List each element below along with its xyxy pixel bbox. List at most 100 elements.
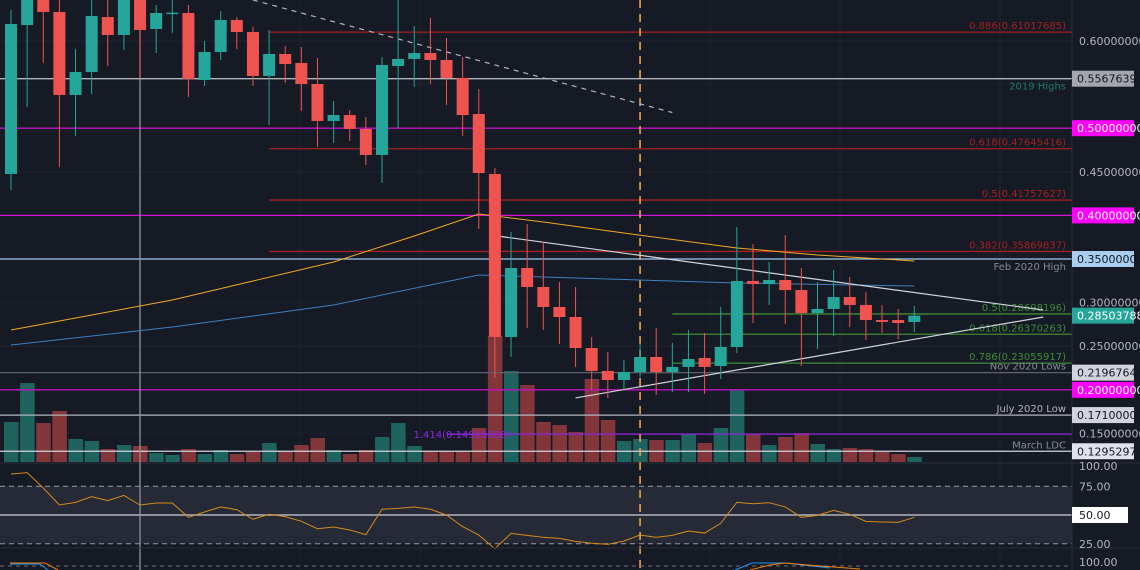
level-label: 0.886(0.61017685) — [969, 21, 1066, 32]
price-tick-label: 0.60000000 — [1079, 35, 1140, 48]
candle-down — [182, 13, 195, 80]
candle-up — [505, 267, 518, 337]
orange-ma — [10, 213, 915, 331]
volume-bar — [536, 422, 551, 462]
volume-bar — [471, 428, 487, 462]
candle-up — [5, 23, 17, 174]
candle-up — [811, 308, 824, 313]
volume-bar — [100, 449, 116, 462]
price-label-box — [1072, 120, 1134, 137]
level-label: 0.5(0.41757627) — [982, 189, 1066, 200]
volume-bar — [358, 450, 374, 462]
volume-bar — [504, 371, 519, 462]
price-axis[interactable]: 100.00 100.00 0.60000000 0.45000000 0.3000… — [1071, 0, 1140, 570]
volume-bar — [681, 434, 696, 462]
candle-down — [892, 320, 905, 324]
volume-bar — [520, 385, 535, 462]
volume-bar — [36, 423, 51, 462]
candle-up — [327, 115, 340, 121]
level-label: 0.5(0.28698196) — [982, 303, 1066, 314]
candle-down — [456, 77, 469, 116]
level-label: July 2020 Low — [996, 404, 1066, 415]
rsi-label-box — [1072, 507, 1128, 523]
candle-down — [601, 370, 614, 381]
volume-bar — [907, 457, 922, 462]
volume-bar — [374, 437, 390, 462]
candle-up — [666, 366, 679, 373]
volume-bar — [116, 445, 132, 462]
vertical-lines — [139, 0, 641, 570]
candles — [5, 0, 921, 398]
candle-down — [359, 128, 372, 155]
rsi-axis-label: 25.00 — [1079, 538, 1111, 551]
trendlines — [252, 0, 1044, 399]
candle-up — [730, 280, 743, 347]
candle-up — [214, 19, 227, 52]
volume-bar — [229, 454, 245, 462]
candle-down — [279, 53, 292, 65]
candle-up — [634, 357, 647, 373]
lower-pane-line-orange-2 — [749, 562, 861, 570]
price-axis-background — [1072, 0, 1140, 570]
price-label-text: 0.20000000 — [1077, 384, 1140, 397]
candle-up — [85, 15, 98, 73]
lower-pane-line-blue — [10, 563, 49, 570]
candle-up — [198, 51, 211, 80]
candle-up — [150, 13, 163, 29]
volume-bars — [4, 336, 922, 462]
level-label: 0.618(0.47645416) — [969, 138, 1066, 149]
volume-bar — [52, 411, 67, 462]
price-tick-label: 0.15000000 — [1079, 427, 1140, 440]
volume-bar — [713, 428, 729, 462]
price-label-box — [1072, 207, 1134, 224]
price-label-box — [1072, 70, 1134, 87]
candle-down — [698, 357, 711, 367]
candle-up — [408, 53, 421, 59]
candle-up — [69, 72, 82, 95]
volume-bar — [697, 443, 713, 462]
candle-down — [521, 267, 534, 287]
candle-down — [843, 297, 856, 305]
candle-down — [440, 60, 453, 78]
volume-bar — [875, 452, 890, 462]
candle-down — [569, 316, 582, 349]
volume-bar — [568, 432, 584, 462]
candle-down — [553, 306, 566, 317]
candle-up — [714, 346, 727, 366]
candle-up — [21, 0, 34, 26]
candle-down — [343, 115, 356, 129]
price-label-text: 0.50000000 — [1077, 122, 1140, 135]
volume-bar — [745, 434, 761, 462]
candle-down — [746, 280, 759, 285]
candle-up — [617, 372, 630, 381]
rsi-axis-label: 75.00 — [1079, 480, 1111, 493]
candle-down — [37, 0, 50, 12]
level-label: Feb 2020 High — [994, 262, 1067, 273]
level-label: 1.414(0.14918560) — [414, 430, 511, 441]
rsi-pane — [0, 472, 1072, 550]
volume-bar — [20, 383, 35, 462]
lower-pane-line-orange — [10, 562, 59, 570]
volume-bar — [826, 449, 842, 462]
candle-down — [134, 0, 147, 31]
volume-bar — [439, 451, 455, 462]
volume-bar — [294, 445, 309, 462]
volume-bar — [213, 450, 229, 462]
volume-bar — [68, 439, 84, 462]
lower-pane-line-blue-2 — [734, 562, 831, 570]
triangle-lower — [575, 316, 1044, 399]
volume-bar — [600, 420, 616, 462]
candle-down — [488, 173, 501, 337]
volume-bar — [794, 433, 809, 462]
volume-bar — [262, 443, 277, 462]
candle-down — [53, 11, 66, 95]
level-label: Nov 2020 Lows — [990, 362, 1066, 373]
price-label-box — [1072, 443, 1134, 460]
price-tick-label: 0.45000000 — [1079, 166, 1140, 179]
lower-pane-axis-label: 100.00 — [1079, 556, 1118, 569]
volume-bar — [552, 425, 567, 462]
level-label: March LDC — [1012, 440, 1066, 451]
candle-up — [763, 280, 776, 285]
triangle-upper — [496, 235, 1044, 311]
